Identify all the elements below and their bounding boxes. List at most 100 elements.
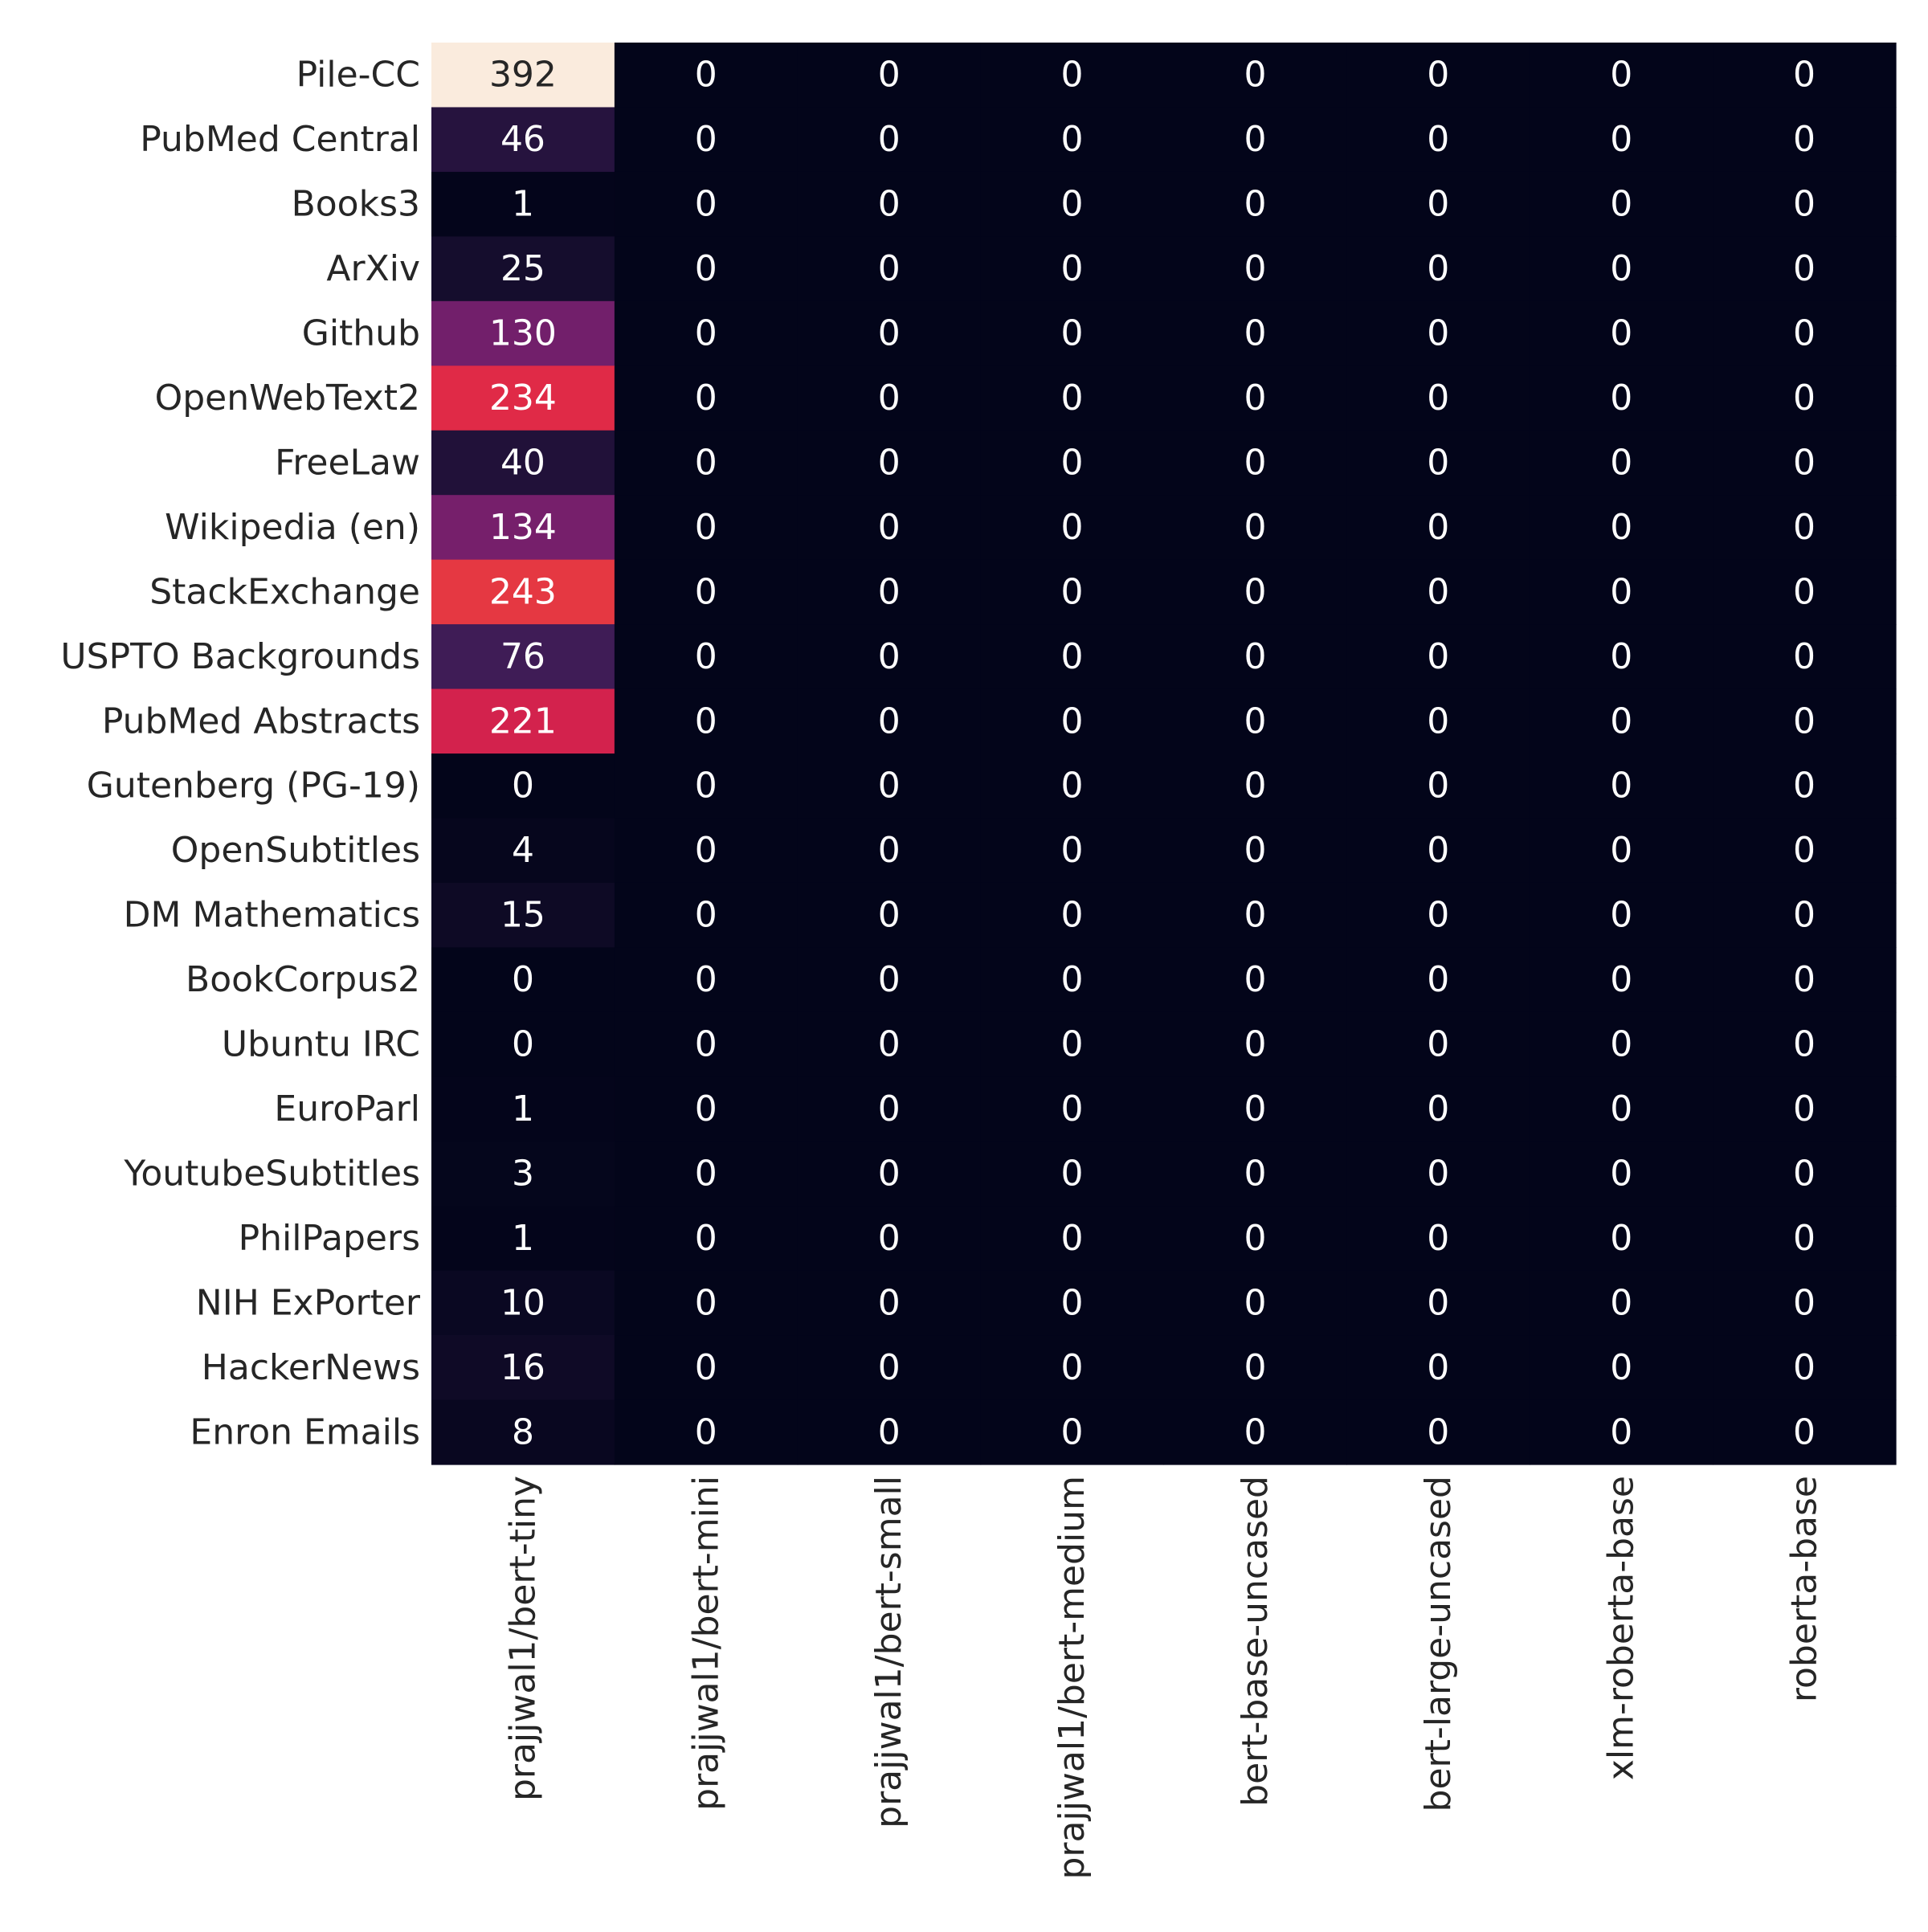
heatmap-cell (1713, 559, 1897, 625)
cell-value-label: 0 (1610, 119, 1632, 160)
heatmap-cell (431, 43, 615, 108)
cell-value-label: 0 (878, 248, 901, 289)
cell-value-label: 0 (1610, 571, 1632, 612)
cell-value-label: 0 (1427, 1153, 1449, 1194)
heatmap-cell (1163, 107, 1347, 173)
heatmap-cell (1163, 882, 1347, 948)
heatmap-cell (1530, 1335, 1714, 1401)
cell-value-label: 0 (1061, 119, 1084, 160)
heatmap-cell (614, 107, 799, 173)
heatmap-cell (1163, 688, 1347, 754)
y-tick-label: Books3 (292, 184, 420, 225)
cell-value-label: 0 (1061, 55, 1084, 96)
cell-value-label: 0 (512, 766, 534, 807)
cell-value-label: 0 (1793, 1153, 1816, 1194)
heatmap-cell (1346, 1076, 1530, 1142)
heatmap-cell (980, 430, 1165, 496)
cell-value-label: 0 (695, 701, 717, 741)
heatmap-cell (1713, 1076, 1897, 1142)
heatmap-cell (614, 882, 799, 948)
cell-value-label: 0 (1793, 184, 1816, 225)
heatmap-cell (1163, 947, 1347, 1013)
heatmap-cell (797, 1011, 982, 1077)
heatmap-cell (431, 1399, 615, 1465)
heatmap-cell (431, 1076, 615, 1142)
cell-value-label: 0 (1793, 442, 1816, 483)
cell-value-label: 0 (1427, 184, 1449, 225)
heatmap-cell (1346, 366, 1530, 431)
cell-value-label: 0 (695, 571, 717, 612)
heatmap-cell (980, 171, 1165, 237)
cell-value-label: 0 (1793, 1347, 1816, 1388)
cell-value-label: 0 (1610, 1347, 1632, 1388)
cell-value-label: 0 (1061, 507, 1084, 548)
cell-value-label: 0 (1244, 1089, 1266, 1129)
cell-value-label: 0 (1427, 571, 1449, 612)
y-tick-labels: Pile-CC PubMed Central Books3 ArXiv Github Op… (60, 55, 420, 1453)
heatmap-cell (980, 1206, 1165, 1272)
cell-value-label: 0 (1610, 701, 1632, 741)
cell-value-label: 0 (878, 895, 901, 936)
cell-value-label: 0 (1610, 1411, 1632, 1452)
heatmap-cell (980, 624, 1165, 690)
heatmap-cell (1713, 818, 1897, 884)
heatmap-cell (1713, 754, 1897, 819)
heatmap-cell (1346, 1270, 1530, 1336)
cell-value-label: 0 (695, 1218, 717, 1259)
heatmap-cell (431, 107, 615, 173)
heatmap-cell (797, 1141, 982, 1207)
heatmap-cell (1346, 1206, 1530, 1272)
y-tick-label: OpenWebText2 (155, 378, 420, 419)
cell-value-label: 0 (878, 1024, 901, 1065)
cell-value-label: 0 (1244, 507, 1266, 548)
heatmap-cell (797, 236, 982, 302)
cell-value-label: 0 (1061, 1282, 1084, 1323)
cell-value-label: 0 (878, 184, 901, 225)
cell-value-label: 0 (1610, 959, 1632, 1000)
cell-value-label: 243 (489, 571, 557, 612)
heatmap-cell (1530, 754, 1714, 819)
y-tick-label: PhilPapers (239, 1218, 420, 1259)
cell-value-label: 0 (1427, 766, 1449, 807)
heatmap-cell (1346, 430, 1530, 496)
cell-value-label: 0 (1244, 1411, 1266, 1452)
heatmap-cell (1530, 1270, 1714, 1336)
y-tick-label: StackExchange (149, 571, 420, 612)
heatmap-cell (1713, 430, 1897, 496)
heatmap-cell (980, 754, 1165, 819)
cell-value-label: 0 (878, 119, 901, 160)
heatmap-cell (797, 1335, 982, 1401)
heatmap-cell (1163, 1335, 1347, 1401)
heatmap-cell (980, 366, 1165, 431)
cell-value-label: 0 (1244, 766, 1266, 807)
heatmap-cell (1346, 624, 1530, 690)
cell-value-label: 0 (1610, 442, 1632, 483)
cell-value-label: 0 (1061, 442, 1084, 483)
heatmap-cell (980, 947, 1165, 1013)
heatmap-cell (1163, 171, 1347, 237)
cell-value-label: 0 (1427, 1024, 1449, 1065)
cell-value-label: 1 (512, 184, 534, 225)
heatmap-cell (1713, 1270, 1897, 1336)
heatmap-cell (1713, 1011, 1897, 1077)
cell-value-label: 0 (695, 378, 717, 419)
x-tick-label: prajjwal1/bert-medium (1052, 1476, 1093, 1879)
heatmap-cell (797, 624, 982, 690)
cell-value-label: 0 (1427, 830, 1449, 871)
cell-value-label: 0 (1610, 1024, 1632, 1065)
cell-value-label: 0 (1793, 378, 1816, 419)
heatmap-cell (1530, 1076, 1714, 1142)
cell-value-label: 8 (512, 1411, 534, 1452)
heatmap-cell (1346, 818, 1530, 884)
cell-value-label: 0 (1793, 701, 1816, 741)
cell-value-label: 40 (500, 442, 545, 483)
cell-value-label: 0 (1427, 895, 1449, 936)
x-tick-label: xlm-roberta-base (1601, 1476, 1642, 1780)
y-tick-label: PubMed Abstracts (102, 701, 420, 741)
heatmap-cell (614, 559, 799, 625)
heatmap-cell (980, 1011, 1165, 1077)
cell-value-label: 0 (1427, 119, 1449, 160)
cell-value-label: 0 (1793, 571, 1816, 612)
heatmap-cell (431, 818, 615, 884)
cell-value-label: 0 (1244, 571, 1266, 612)
